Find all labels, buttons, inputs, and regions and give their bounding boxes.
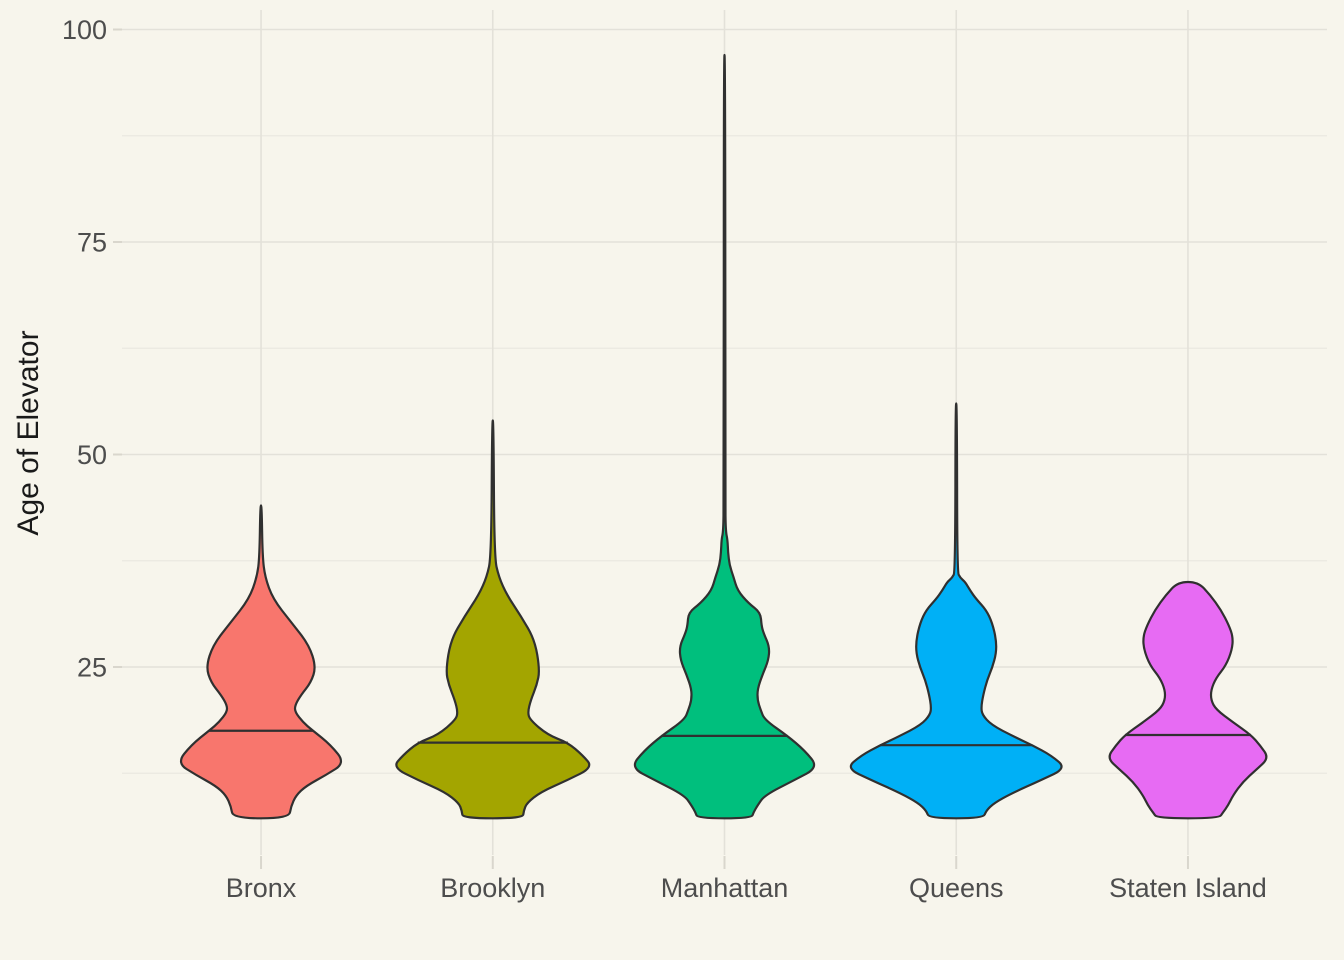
violins-layer (179, 53, 1268, 820)
violin-staten-island (1108, 580, 1268, 820)
axis-ticks-layer (113, 28, 1189, 869)
x-tick-label-bronx: Bronx (226, 873, 297, 903)
axis-labels-layer: 25 50 75 100 Bronx Brooklyn Manhattan Queens Sta… (62, 15, 1267, 903)
y-axis-title: Age of Elevator (12, 330, 45, 535)
x-tick-label-manhattan: Manhattan (661, 873, 789, 903)
violin-bronx (179, 504, 343, 820)
x-tick-label-brooklyn: Brooklyn (440, 873, 545, 903)
violin-brooklyn (395, 419, 591, 820)
y-tick-label-75: 75 (77, 228, 107, 258)
x-tick-label-queens: Queens (909, 873, 1004, 903)
violin-manhattan (633, 53, 816, 820)
y-tick-label-50: 50 (77, 440, 107, 470)
violin-queens (849, 402, 1063, 820)
x-tick-label-staten-island: Staten Island (1109, 873, 1267, 903)
y-tick-label-25: 25 (77, 653, 107, 683)
y-tick-label-100: 100 (62, 15, 107, 45)
